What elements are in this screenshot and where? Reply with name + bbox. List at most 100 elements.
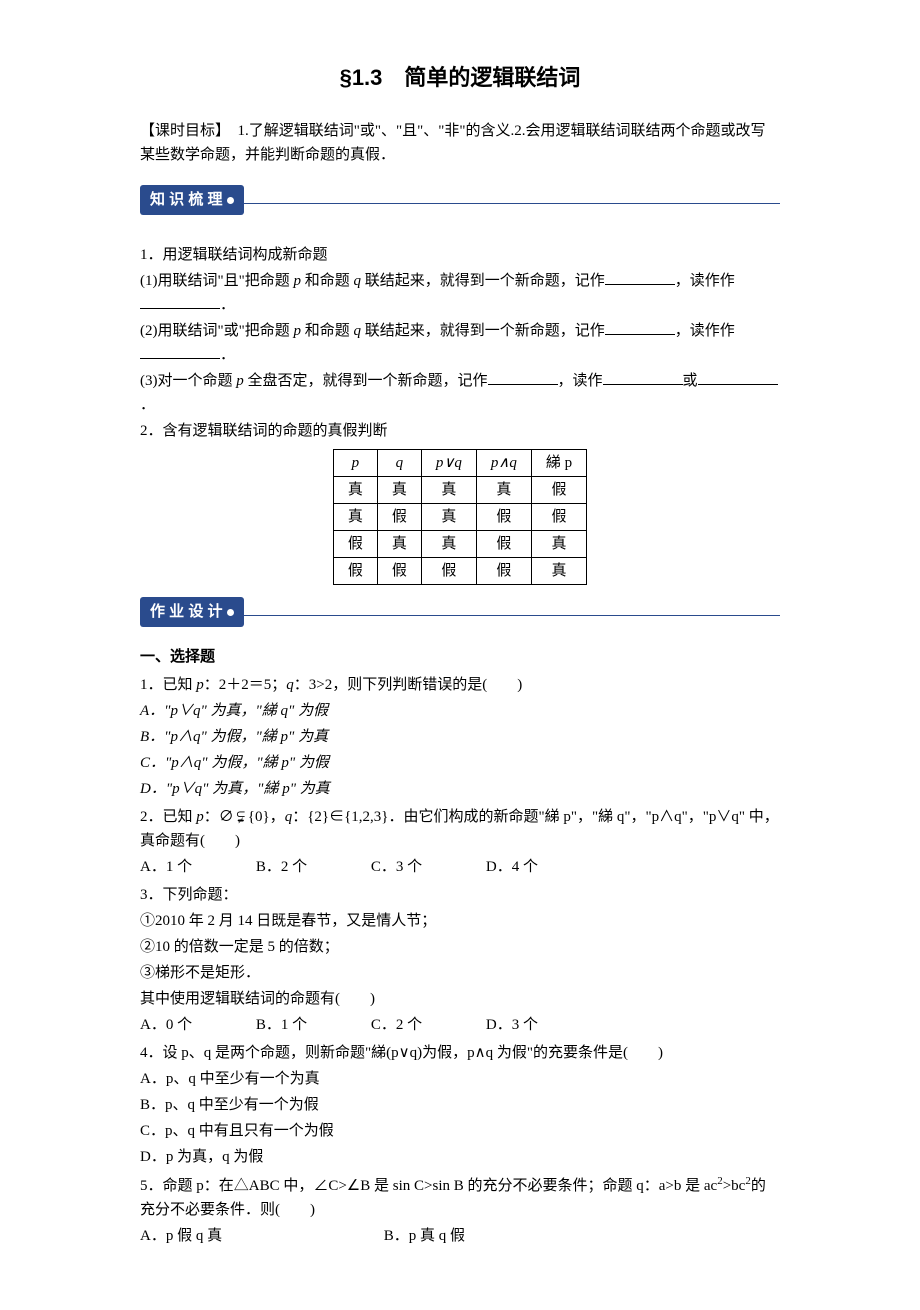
q3-item-1: ①2010 年 2 月 14 日既是春节，又是情人节； [140, 909, 780, 933]
q3-options: A．0 个 B．1 个 C．2 个 D．3 个 [140, 1013, 780, 1037]
td: 真 [476, 477, 531, 504]
q4-opt-d: D．p 为真，q 为假 [140, 1145, 780, 1169]
var-p: p [294, 323, 302, 339]
td: 假 [333, 531, 377, 558]
q4-stem: 4．设 p、q 是两个命题，则新命题"綈(p∨q)为假，p∧q 为假"的充要条件… [140, 1041, 780, 1065]
opt-b: B．p 真 q 假 [384, 1228, 465, 1244]
td: 真 [421, 531, 476, 558]
td: 真 [531, 558, 586, 585]
text: (1)用联结词"且"把命题 [140, 273, 294, 289]
q4-opt-c: C．p、q 中有且只有一个为假 [140, 1119, 780, 1143]
section-divider [244, 615, 780, 616]
th: p [333, 450, 377, 477]
q3-item-3: ③梯形不是矩形． [140, 961, 780, 985]
td: 真 [333, 477, 377, 504]
section-exercise-row: 作 业 设 计 [140, 597, 780, 633]
td: 假 [531, 477, 586, 504]
td: 假 [476, 558, 531, 585]
th: q [377, 450, 421, 477]
q2-options: A．1 个 B．2 个 C．3 个 D．4 个 [140, 855, 780, 879]
objective-block: 【课时目标】 1.了解逻辑联结词"或"、"且"、"非"的含义.2.会用逻辑联结词… [140, 119, 780, 167]
table-row: 真假真假假 [333, 504, 586, 531]
opt-c: C．2 个 [371, 1013, 422, 1037]
q1-opt-a: A．"p∨q" 为真，"綈 q" 为假 [140, 699, 780, 723]
var-p: p [196, 809, 204, 825]
truth-table: p q p∨q p∧q 綈 p 真真真真假 真假真假假 假真真假真 假假假假真 [333, 449, 587, 585]
text: {0}， [248, 809, 285, 825]
table-header-row: p q p∨q p∧q 綈 p [333, 450, 586, 477]
th: p∧q [476, 450, 531, 477]
td: 假 [377, 504, 421, 531]
text: 作 [720, 273, 735, 289]
td: 假 [377, 558, 421, 585]
document-page: §1.3 简单的逻辑联结词 【课时目标】 1.了解逻辑联结词"或"、"且"、"非… [70, 0, 850, 1310]
q1-opt-b: B．"p∧q" 为假，"綈 p" 为真 [140, 725, 780, 749]
blank [140, 343, 220, 359]
blank [140, 293, 220, 309]
q5-options-row: A．p 假 q 真 B．p 真 q 假 [140, 1224, 780, 1248]
td: 假 [476, 504, 531, 531]
know-item-2: (2)用联结词"或"把命题 p 和命题 q 联结起来，就得到一个新命题，记作，读… [140, 319, 780, 367]
opt-b: B．1 个 [256, 1013, 307, 1037]
td: 真 [421, 504, 476, 531]
text: ，读作 [558, 373, 603, 389]
question-2: 2．已知 p：∅⊂≠{0}，q：{2}∈{1,2,3}．由它们构成的新命题"綈 … [140, 805, 780, 879]
dot-icon [227, 609, 234, 616]
section-exercise-header: 作 业 设 计 [140, 597, 244, 627]
know-item-1: (1)用联结词"且"把命题 p 和命题 q 联结起来，就得到一个新命题，记作，读… [140, 269, 780, 317]
table-row: 真真真真假 [333, 477, 586, 504]
text: (3)对一个命题 [140, 373, 236, 389]
opt-a: A．1 个 [140, 855, 192, 879]
td: 真 [531, 531, 586, 558]
text: ，读作 [675, 323, 720, 339]
objective-text: 1.了解逻辑联结词"或"、"且"、"非"的含义.2.会用逻辑联结词联结两个命题或… [140, 123, 766, 163]
var-p: p [294, 273, 302, 289]
q3-item-2: ②10 的倍数一定是 5 的倍数； [140, 935, 780, 959]
td: 真 [333, 504, 377, 531]
question-4: 4．设 p、q 是两个命题，则新命题"綈(p∨q)为假，p∧q 为假"的充要条件… [140, 1041, 780, 1169]
text: ：∅ [204, 809, 234, 825]
opt-b: B．2 个 [256, 855, 307, 879]
td: 假 [421, 558, 476, 585]
q4-opt-a: A．p、q 中至少有一个为真 [140, 1067, 780, 1091]
opt-d: D．4 个 [486, 855, 538, 879]
td: 假 [333, 558, 377, 585]
text: 联结起来，就得到一个新命题，记作 [361, 323, 605, 339]
q4-opt-b: B．p、q 中至少有一个为假 [140, 1093, 780, 1117]
td: 假 [531, 504, 586, 531]
text: ． [220, 347, 235, 363]
text: 全盘否定，就得到一个新命题，记作 [244, 373, 488, 389]
td: 真 [377, 531, 421, 558]
q3-stem: 3．下列命题： [140, 883, 780, 907]
text: ：2＋2＝5； [204, 677, 287, 693]
text: 或 [683, 373, 698, 389]
section-exercise-label: 作 业 设 计 [150, 603, 223, 620]
dot-icon [227, 197, 234, 204]
blank [603, 369, 683, 385]
q1-opt-d: D．"p∨q" 为真，"綈 p" 为真 [140, 777, 780, 801]
know-2-heading: 2．含有逻辑联结词的命题的真假判断 [140, 419, 780, 443]
subset-neq-icon: ⊂≠ [234, 811, 248, 825]
objective-label: 【课时目标】 [140, 123, 223, 139]
section-knowledge-row: 知 识 梳 理 [140, 185, 780, 221]
text: ：3>2，则下列判断错误的是( ) [294, 677, 522, 693]
th: 綈 p [531, 450, 586, 477]
text: 2．已知 [140, 809, 196, 825]
q3-end: 其中使用逻辑联结词的命题有( ) [140, 987, 780, 1011]
section-1-title: 一、选择题 [140, 645, 780, 669]
blank [488, 369, 558, 385]
var-q: q [354, 273, 362, 289]
know-item-3: (3)对一个命题 p 全盘否定，就得到一个新命题，记作 ，读作 或 ． [140, 369, 780, 417]
text: 作 [720, 323, 735, 339]
q1-stem: 1．已知 p：2＋2＝5；q：3>2，则下列判断错误的是( ) [140, 673, 780, 697]
opt-c: C．3 个 [371, 855, 422, 879]
text: ． [140, 397, 155, 413]
blank [698, 369, 778, 385]
var-q: q [286, 677, 294, 693]
section-knowledge-label: 知 识 梳 理 [150, 191, 223, 208]
text: 1．已知 [140, 677, 196, 693]
td: 真 [421, 477, 476, 504]
text: 联结起来，就得到一个新命题，记作 [361, 273, 605, 289]
text: >bc [723, 1178, 746, 1194]
var-p: p [236, 373, 244, 389]
